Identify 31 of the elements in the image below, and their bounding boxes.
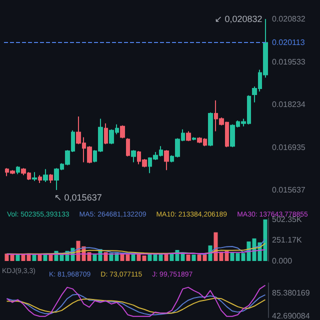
candlestick — [120, 124, 125, 139]
annotation: ↙ 0,020832 — [214, 14, 262, 24]
text: ↖ 0,015637 — [54, 192, 102, 202]
bar — [32, 254, 36, 261]
line-series — [6, 284, 266, 317]
y-tick-label: 85.380169 — [272, 288, 310, 298]
candlestick — [43, 168, 48, 182]
y-tick-label: 0.015637 — [272, 186, 306, 194]
bar — [186, 254, 190, 261]
bar — [192, 254, 196, 261]
candlestick — [38, 174, 42, 184]
y-tick-label: 0.016935 — [272, 142, 306, 152]
y-tick-label: 251.17K — [272, 236, 302, 245]
ref-line-label: 0.020113 — [272, 38, 306, 48]
candlestick — [192, 136, 196, 141]
candlestick — [104, 122, 108, 145]
candlestick — [126, 138, 130, 157]
candlestick — [49, 174, 53, 184]
y-tick-label: 0.019533 — [272, 57, 306, 66]
candlestick — [164, 150, 169, 171]
candlestick — [131, 150, 136, 163]
line-series — [6, 298, 266, 314]
y-tick-label: 0.020832 — [272, 14, 306, 24]
candlestick — [208, 112, 213, 147]
y-tick-label: 0.018234 — [272, 100, 306, 110]
candlestick — [186, 130, 191, 142]
y-tick-label: 0.000 — [272, 256, 293, 266]
candlestick — [16, 166, 20, 175]
y-tick-label: 42.690084 — [272, 312, 310, 320]
candlestick — [32, 172, 37, 182]
line-series — [6, 294, 266, 316]
